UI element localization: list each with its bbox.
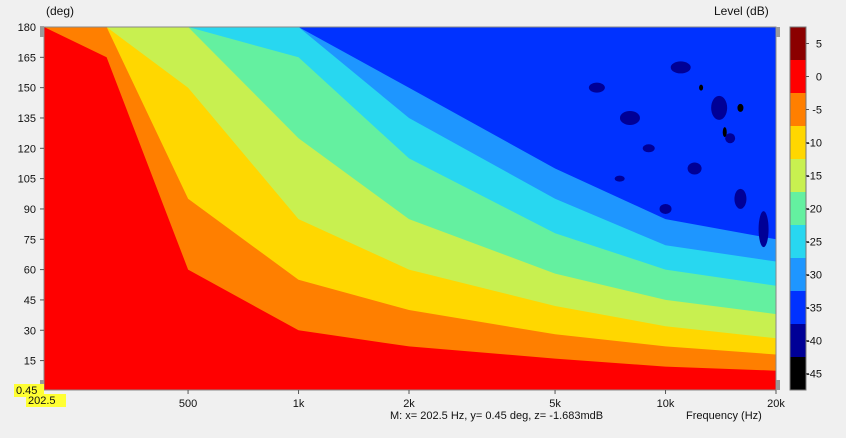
contour-null-core [737, 103, 744, 112]
y-tick-label: 150 [18, 83, 36, 95]
colorbar-segment [790, 357, 806, 390]
colorbar-tick-label: -45 [806, 369, 822, 381]
contour-null-blob [734, 188, 747, 209]
colorbar-tick-label: -35 [806, 303, 822, 315]
y-axis-ticks: 180 165 150 135 120 105 90 75 60 45 30 15 [18, 22, 44, 368]
contour-null-core [722, 127, 727, 138]
colorbar: 5 0 -5 -10 -15 -20 -25 -30 -35 -40 -45 [789, 26, 822, 391]
contour-band-0 [44, 27, 776, 390]
contour-null-blob [588, 82, 605, 93]
contour-null-blob [687, 162, 702, 175]
colorbar-segment [790, 27, 806, 60]
contour-null-blob [711, 95, 728, 120]
y-axis-top-handle[interactable] [40, 27, 44, 37]
cursor-x-highlight [26, 394, 66, 407]
y-tick-label: 60 [24, 265, 36, 277]
y-tick-label: 120 [18, 143, 36, 155]
cursor-readout: M: x= 202.5 Hz, y= 0.45 deg, z= -1.683md… [390, 410, 603, 422]
x-tick-label: 5k [549, 398, 561, 410]
y-tick-label: 15 [24, 356, 36, 368]
colorbar-segment [790, 159, 806, 192]
colorbar-tick-label: 0 [816, 72, 822, 84]
contour-plot-area[interactable] [44, 27, 778, 392]
colorbar-segment [790, 258, 806, 291]
contour-null-blob [619, 110, 640, 125]
cursor-y-highlight [14, 384, 44, 397]
colorbar-segment [790, 60, 806, 93]
contour-null-blob [614, 175, 625, 182]
x-tick-label: 20k [767, 398, 785, 410]
x-axis-label: Frequency (Hz) [686, 410, 762, 422]
contour-null-blob [758, 211, 769, 248]
colorbar-tick-label: -30 [806, 270, 822, 282]
colorbar-tick-label: -20 [806, 204, 822, 216]
colorbar-tick-label: 5 [816, 39, 822, 51]
colorbar-segment [790, 93, 806, 126]
y-tick-label: 165 [18, 52, 36, 64]
x-tick-label: 500 [179, 398, 197, 410]
x-axis-right-bottom-handle[interactable] [776, 380, 780, 390]
x-axis-right-top-handle[interactable] [776, 27, 780, 37]
contour-null-blob [670, 61, 691, 74]
colorbar-tick-label: -5 [812, 105, 822, 117]
x-axis-ticks: 500 1k 2k 5k 10k 20k [179, 390, 785, 410]
colorbar-segment [790, 225, 806, 258]
y-tick-label: 30 [24, 325, 36, 337]
x-tick-label: 1k [293, 398, 305, 410]
colorbar-segment [790, 126, 806, 159]
colorbar-label: Level (dB) [714, 4, 769, 18]
y-tick-label: 90 [24, 204, 36, 216]
colorbar-segment [790, 291, 806, 324]
colorbar-tick-label: -10 [806, 138, 822, 150]
contour-null-blob [642, 144, 655, 153]
x-tick-label: 10k [657, 398, 675, 410]
y-tick-label: 180 [18, 22, 36, 34]
cursor-x-value: 202.5 [28, 395, 56, 407]
x-tick-label: 2k [403, 398, 415, 410]
contour-null-core [699, 84, 704, 91]
colorbar-tick-label: -25 [806, 237, 822, 249]
y-tick-label: 75 [24, 234, 36, 246]
y-tick-label: 105 [18, 174, 36, 186]
contour-null-blob [659, 203, 672, 214]
y-tick-label: 135 [18, 113, 36, 125]
colorbar-segment [790, 324, 806, 357]
y-axis-label: (deg) [46, 4, 74, 18]
colorbar-segment [790, 192, 806, 225]
colorbar-tick-label: -40 [806, 336, 822, 348]
y-tick-label: 45 [24, 295, 36, 307]
colorbar-tick-label: -15 [806, 171, 822, 183]
contour-null-blob [725, 133, 736, 144]
